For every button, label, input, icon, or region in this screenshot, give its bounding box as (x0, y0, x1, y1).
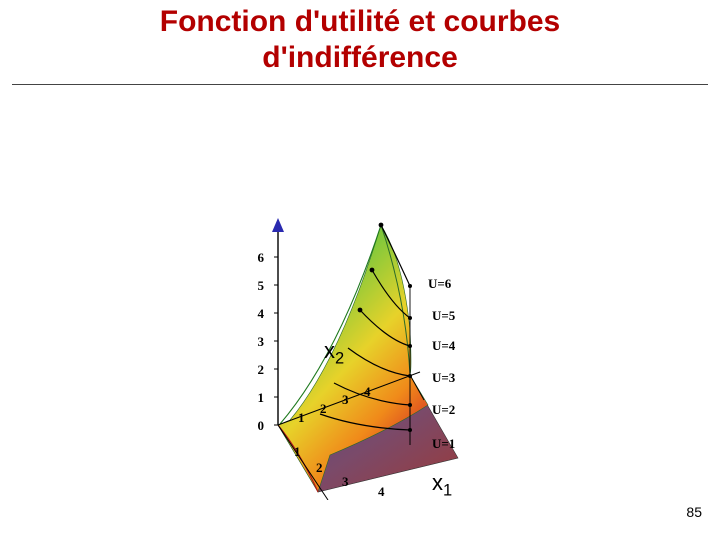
slide-title-line1: Fonction d'utilité et courbes (0, 4, 720, 40)
u-label-4: U=4 (432, 338, 456, 353)
x2-tick-3: 3 (342, 392, 349, 407)
u-label-5: U=5 (432, 308, 456, 323)
utility-surface-chart: 0 1 2 3 4 5 6 (220, 200, 540, 500)
page-number: 85 (686, 504, 702, 520)
z-tick-4: 4 (258, 306, 265, 321)
x2-tick-2: 2 (320, 401, 327, 416)
axis-label-x2-base: x (324, 338, 335, 363)
axis-label-x2-sub: 2 (335, 349, 344, 367)
u-label-3: U=3 (432, 370, 456, 385)
z-tick-5: 5 (258, 278, 265, 293)
x1-tick-2: 2 (316, 460, 323, 475)
title-underline (12, 84, 708, 85)
z-tick-3: 3 (258, 334, 265, 349)
x1-tick-3: 3 (342, 474, 349, 489)
axis-label-x1: x1 (432, 470, 452, 500)
x1-tick-1: 1 (294, 444, 301, 459)
slide-title: Fonction d'utilité et courbes d'indiffér… (0, 4, 720, 76)
u-label-2: U=2 (432, 402, 455, 417)
z-tick-2: 2 (258, 362, 265, 377)
x2-tick-1: 1 (298, 410, 305, 425)
axis-label-x1-sub: 1 (443, 481, 452, 499)
u-label-1: U=1 (432, 436, 455, 451)
z-tick-1: 1 (258, 390, 265, 405)
x1-tick-4: 4 (378, 484, 385, 499)
z-tick-0: 0 (258, 418, 265, 433)
u-label-6: U=6 (428, 276, 452, 291)
z-tick-6: 6 (258, 250, 265, 265)
z-axis-arrow (272, 218, 284, 232)
axis-label-x2: x2 (324, 338, 344, 368)
axis-label-x1-base: x (432, 470, 443, 495)
slide-title-line2: d'indifférence (0, 40, 720, 76)
x2-tick-4: 4 (364, 384, 371, 399)
